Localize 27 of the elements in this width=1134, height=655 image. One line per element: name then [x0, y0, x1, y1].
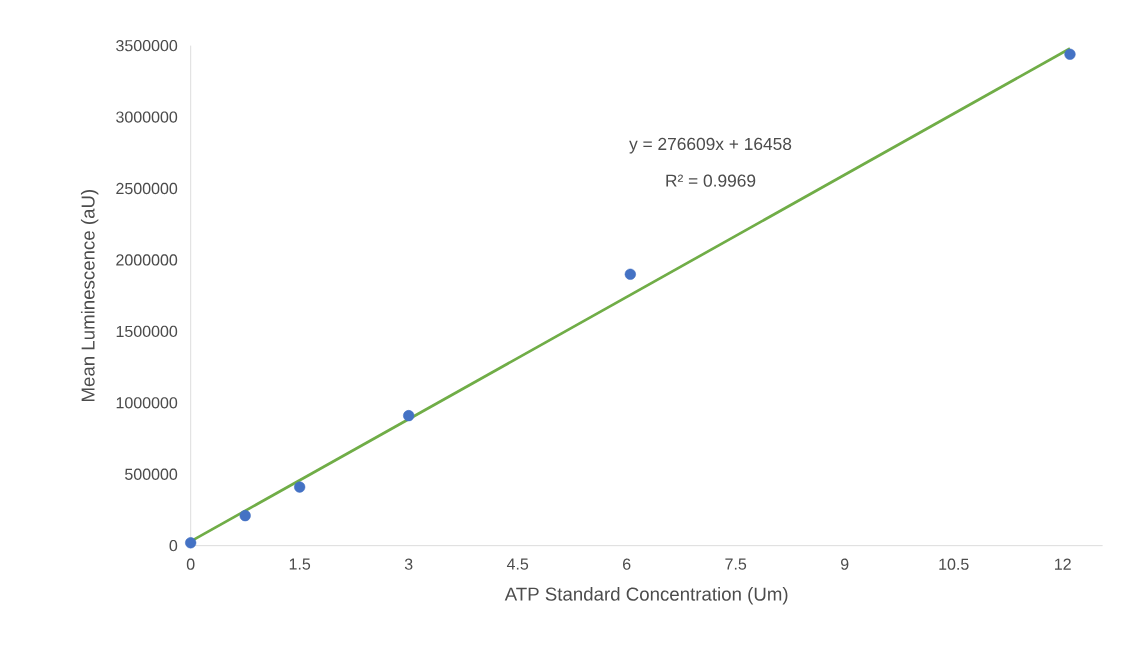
point [294, 481, 306, 493]
y-tick-label: 2000000 [116, 254, 178, 266]
y-tick-label: 1500000 [116, 325, 178, 338]
x-tick-label: 10.5 [939, 558, 969, 570]
y-tick-label: 3000000 [116, 111, 178, 123]
point [403, 410, 415, 422]
x-tick-label: 6 [623, 558, 631, 570]
point [185, 537, 197, 549]
y-tick-label: 2500000 [116, 182, 178, 195]
x-tick-label: 0 [186, 558, 195, 570]
annotation: y = 276609x + 16458 [629, 137, 792, 154]
y-tick-label: 1000000 [116, 397, 178, 409]
y-tick-label: 0 [169, 539, 178, 552]
x-tick-label: 4.5 [506, 558, 529, 570]
point [239, 510, 251, 522]
x-tick-label: 9 [841, 558, 849, 570]
x-tick-label: 1.5 [289, 558, 311, 570]
x-axis-title: ATP Standard Concentration (Um) [504, 587, 788, 605]
x-tick-label: 7.5 [725, 558, 747, 570]
y-tick-label: 500000 [125, 468, 178, 480]
point [1064, 48, 1076, 60]
annotation: R² = 0.9969 [666, 174, 756, 187]
y-tick-label: 3500000 [116, 39, 178, 52]
x-tick-label: 12 [1055, 558, 1071, 570]
point [624, 268, 636, 280]
x-tick-label: 3 [404, 558, 413, 570]
y-axis-title: Mean Luminescence (aU) [80, 190, 99, 401]
